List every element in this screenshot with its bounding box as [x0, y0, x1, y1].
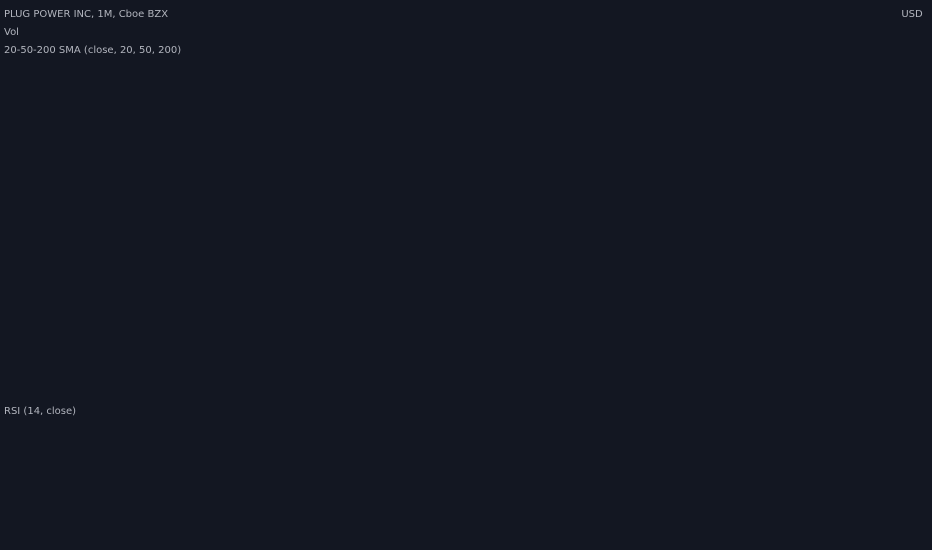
chart-title: PLUG POWER INC, 1M, Cboe BZX: [4, 9, 168, 20]
currency: USD: [901, 9, 923, 20]
rsi-label: RSI (14, close): [4, 406, 76, 417]
sma-label: 20-50-200 SMA (close, 20, 50, 200): [4, 45, 181, 56]
volume-label: Vol: [4, 27, 19, 38]
